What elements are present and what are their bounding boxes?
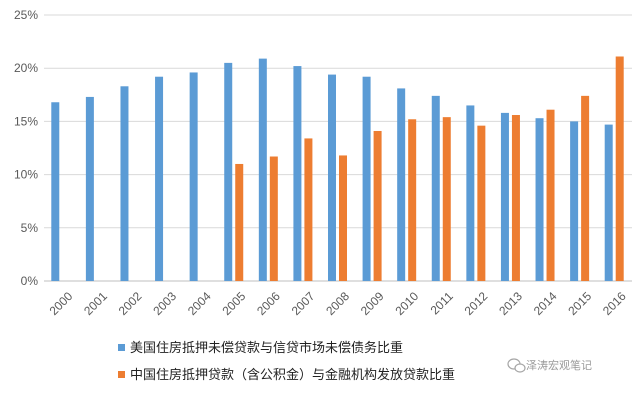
bar-us-2008 bbox=[328, 74, 336, 281]
x-tick-label: 2004 bbox=[185, 289, 214, 318]
bar-china-2016 bbox=[615, 56, 624, 281]
bar-us-2002 bbox=[120, 86, 129, 282]
bar-china-2009 bbox=[373, 130, 382, 281]
y-tick-label: 20% bbox=[14, 61, 38, 75]
bar-china-2014 bbox=[546, 109, 555, 281]
bar-china-2015 bbox=[581, 95, 590, 281]
x-tick-label: 2008 bbox=[323, 289, 352, 318]
x-tick-label: 2009 bbox=[358, 289, 387, 318]
x-tick-label: 2005 bbox=[220, 289, 249, 318]
x-tick-label: 2003 bbox=[150, 289, 179, 318]
x-tick-label: 2001 bbox=[81, 289, 110, 318]
bar-china-2011 bbox=[442, 117, 451, 281]
legend: 美国住房抵押未偿贷款与信贷市场未偿债务比重 中国住房抵押贷款（含公积金）与金融机… bbox=[118, 340, 455, 383]
bar-us-2001 bbox=[85, 96, 94, 281]
bar-china-2008 bbox=[339, 155, 347, 281]
x-tick-label: 2000 bbox=[47, 289, 76, 318]
x-tick-label: 2015 bbox=[565, 289, 594, 318]
x-tick-label: 2012 bbox=[462, 289, 491, 318]
bar-us-2011 bbox=[431, 95, 440, 281]
bar-us-2016 bbox=[604, 124, 613, 281]
wechat-icon bbox=[507, 358, 526, 373]
bar-us-2009 bbox=[362, 76, 371, 281]
x-tick-label: 2006 bbox=[254, 289, 283, 318]
watermark: 泽涛宏观笔记 bbox=[507, 358, 592, 373]
bar-us-2004 bbox=[189, 72, 198, 282]
x-tick-label: 2016 bbox=[600, 289, 629, 318]
bar-china-2006 bbox=[269, 156, 278, 281]
bar-us-2013 bbox=[500, 112, 509, 281]
bar-china-2007 bbox=[304, 138, 313, 281]
x-axis: 2000 2001 2002 2003 2004 2005 2006 2007 2008 2009… bbox=[47, 289, 629, 318]
bar-us-2015 bbox=[570, 121, 579, 282]
y-tick-label: 15% bbox=[14, 114, 38, 128]
bar-us-2005 bbox=[224, 62, 233, 281]
bar-us-2000 bbox=[51, 102, 60, 281]
x-tick-label: 2013 bbox=[496, 289, 525, 318]
bar-us-2007 bbox=[293, 66, 302, 282]
bar-china-2013 bbox=[511, 115, 520, 282]
gridlines bbox=[44, 14, 632, 282]
watermark-text: 泽涛宏观笔记 bbox=[526, 358, 592, 372]
legend-swatch-us bbox=[118, 344, 125, 351]
bar-us-2010 bbox=[397, 88, 406, 281]
bar-us-2006 bbox=[258, 58, 267, 282]
bar-china-2005 bbox=[235, 163, 244, 281]
x-tick-label: 2014 bbox=[531, 289, 560, 318]
bar-china-2010 bbox=[408, 119, 417, 281]
legend-swatch-china bbox=[118, 371, 125, 378]
y-axis: 0% 5% 10% 15% 20% 25% bbox=[14, 8, 38, 288]
y-tick-label: 5% bbox=[21, 221, 39, 235]
x-tick-label: 2010 bbox=[392, 289, 421, 318]
bar-china-2012 bbox=[477, 125, 486, 281]
bar-us-2012 bbox=[466, 105, 475, 281]
x-tick-label: 2007 bbox=[289, 289, 318, 318]
x-tick-label: 2002 bbox=[116, 289, 145, 318]
y-tick-label: 25% bbox=[14, 8, 38, 22]
x-tick-label: 2011 bbox=[428, 289, 456, 317]
legend-label-china: 中国住房抵押贷款（含公积金）与金融机构发放贷款比重 bbox=[130, 367, 455, 383]
legend-label-us: 美国住房抵押未偿贷款与信贷市场未偿债务比重 bbox=[130, 340, 403, 356]
bar-us-2014 bbox=[535, 118, 544, 281]
bar-us-2003 bbox=[155, 76, 164, 281]
bars bbox=[51, 56, 624, 282]
y-tick-label: 0% bbox=[21, 274, 39, 288]
y-tick-label: 10% bbox=[14, 168, 38, 182]
